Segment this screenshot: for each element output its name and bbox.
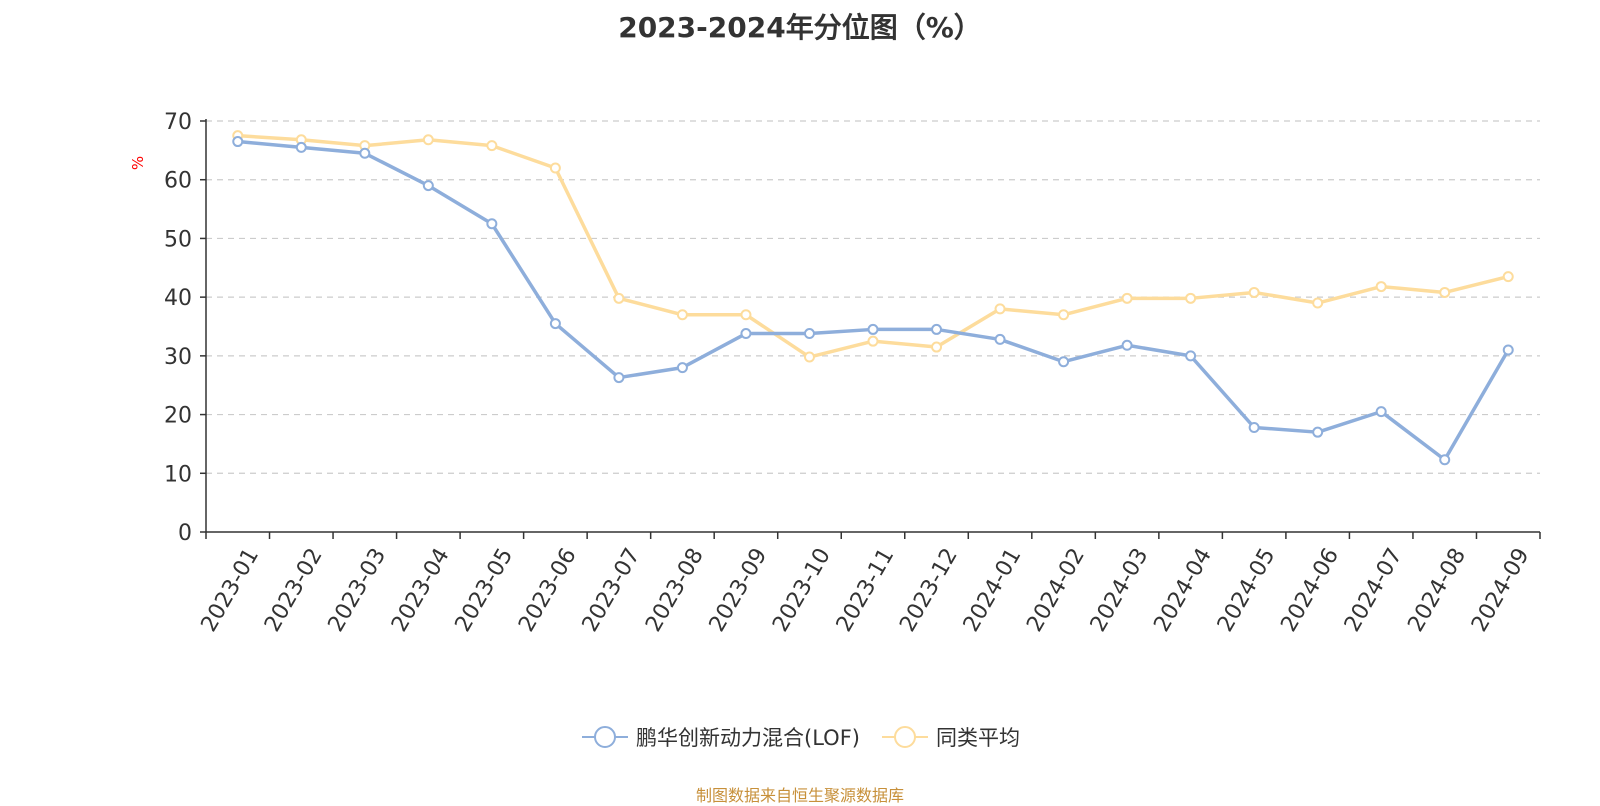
x-tick-label: 2023-05 xyxy=(451,544,519,636)
legend-item[interactable]: 鹏华创新动力混合(LOF) xyxy=(580,722,860,752)
data-point[interactable] xyxy=(613,372,625,384)
x-tick-label: 2024-09 xyxy=(1467,544,1535,636)
data-point[interactable] xyxy=(867,323,879,335)
data-point[interactable] xyxy=(295,141,307,153)
data-point[interactable] xyxy=(486,140,498,152)
data-point[interactable] xyxy=(232,136,244,148)
data-point[interactable] xyxy=(676,362,688,374)
data-point[interactable] xyxy=(1502,344,1514,356)
x-tick-label: 2024-07 xyxy=(1340,544,1408,636)
legend-item[interactable]: 同类平均 xyxy=(880,722,1020,752)
y-tick-label: 30 xyxy=(164,345,192,370)
x-tick-label: 2023-03 xyxy=(324,544,392,636)
x-tick-label: 2024-03 xyxy=(1086,544,1154,636)
data-point[interactable] xyxy=(486,218,498,230)
y-tick-label: 40 xyxy=(164,286,192,311)
x-tick-label: 2023-11 xyxy=(832,544,900,636)
data-point[interactable] xyxy=(1121,339,1133,351)
legend: 鹏华创新动力混合(LOF) 同类平均 xyxy=(0,722,1600,752)
data-point[interactable] xyxy=(1185,350,1197,362)
data-point[interactable] xyxy=(1248,421,1260,433)
x-axis-ticks: 2023-012023-022023-032023-042023-052023-… xyxy=(197,532,1541,636)
y-tick-label: 50 xyxy=(164,227,192,252)
data-point[interactable] xyxy=(422,134,434,146)
x-tick-label: 2023-07 xyxy=(578,544,646,636)
x-tick-label: 2024-04 xyxy=(1149,544,1217,636)
data-point[interactable] xyxy=(803,351,815,363)
data-point[interactable] xyxy=(422,180,434,192)
x-tick-label: 2024-02 xyxy=(1022,544,1090,636)
legend-label: 同类平均 xyxy=(935,726,1020,750)
x-tick-label: 2024-08 xyxy=(1403,544,1471,636)
legend-label: 鹏华创新动力混合(LOF) xyxy=(636,726,860,750)
data-point[interactable] xyxy=(1502,271,1514,283)
x-tick-label: 2023-10 xyxy=(768,544,836,636)
data-point[interactable] xyxy=(994,333,1006,345)
legend-line-circle-icon xyxy=(582,726,629,748)
data-point[interactable] xyxy=(931,323,943,335)
y-tick-label: 10 xyxy=(164,462,192,487)
legend-line-circle-icon xyxy=(881,726,928,748)
chart-title: 2023-2024年分位图（%） xyxy=(618,11,982,44)
series-1 xyxy=(232,130,1514,363)
x-tick-label: 2023-06 xyxy=(514,544,582,636)
data-point[interactable] xyxy=(931,341,943,353)
y-tick-label: 60 xyxy=(164,169,192,194)
data-point[interactable] xyxy=(994,303,1006,315)
data-point[interactable] xyxy=(613,292,625,304)
data-point[interactable] xyxy=(1185,292,1197,304)
series-group xyxy=(232,130,1514,466)
x-tick-label: 2023-02 xyxy=(260,544,328,636)
x-tick-label: 2023-12 xyxy=(895,544,963,636)
x-tick-label: 2023-08 xyxy=(641,544,709,636)
x-tick-label: 2023-01 xyxy=(197,544,265,636)
x-tick-label: 2024-01 xyxy=(959,544,1027,636)
data-point[interactable] xyxy=(549,162,561,174)
y-tick-label: 20 xyxy=(164,404,192,429)
data-point[interactable] xyxy=(549,318,561,330)
y-tick-label: 0 xyxy=(178,521,192,546)
data-point[interactable] xyxy=(1375,281,1387,293)
data-point[interactable] xyxy=(1439,286,1451,298)
x-tick-label: 2024-05 xyxy=(1213,544,1281,636)
x-tick-label: 2024-06 xyxy=(1276,544,1344,636)
y-axis-label: % xyxy=(129,156,147,170)
data-point[interactable] xyxy=(1375,406,1387,418)
data-point[interactable] xyxy=(359,147,371,159)
data-point[interactable] xyxy=(1121,292,1133,304)
y-tick-label: 70 xyxy=(164,110,192,135)
data-point[interactable] xyxy=(1058,309,1070,321)
data-point[interactable] xyxy=(1312,426,1324,438)
data-point[interactable] xyxy=(1058,356,1070,368)
data-point[interactable] xyxy=(867,335,879,347)
grid-lines xyxy=(206,120,1540,474)
axes xyxy=(205,119,1540,533)
data-point[interactable] xyxy=(740,328,752,340)
y-axis-ticks: 0 10 20 30 40 50 60 70 xyxy=(164,110,206,546)
data-point[interactable] xyxy=(1439,454,1451,466)
series-line xyxy=(237,133,1509,359)
x-tick-label: 2023-09 xyxy=(705,544,773,636)
data-point[interactable] xyxy=(676,309,688,321)
data-point[interactable] xyxy=(740,309,752,321)
data-source-note: 制图数据来自恒生聚源数据库 xyxy=(695,786,904,805)
data-point[interactable] xyxy=(1248,286,1260,298)
series-0 xyxy=(232,136,1514,466)
x-tick-label: 2023-04 xyxy=(387,544,455,636)
data-point[interactable] xyxy=(1312,297,1324,309)
data-point[interactable] xyxy=(803,328,815,340)
